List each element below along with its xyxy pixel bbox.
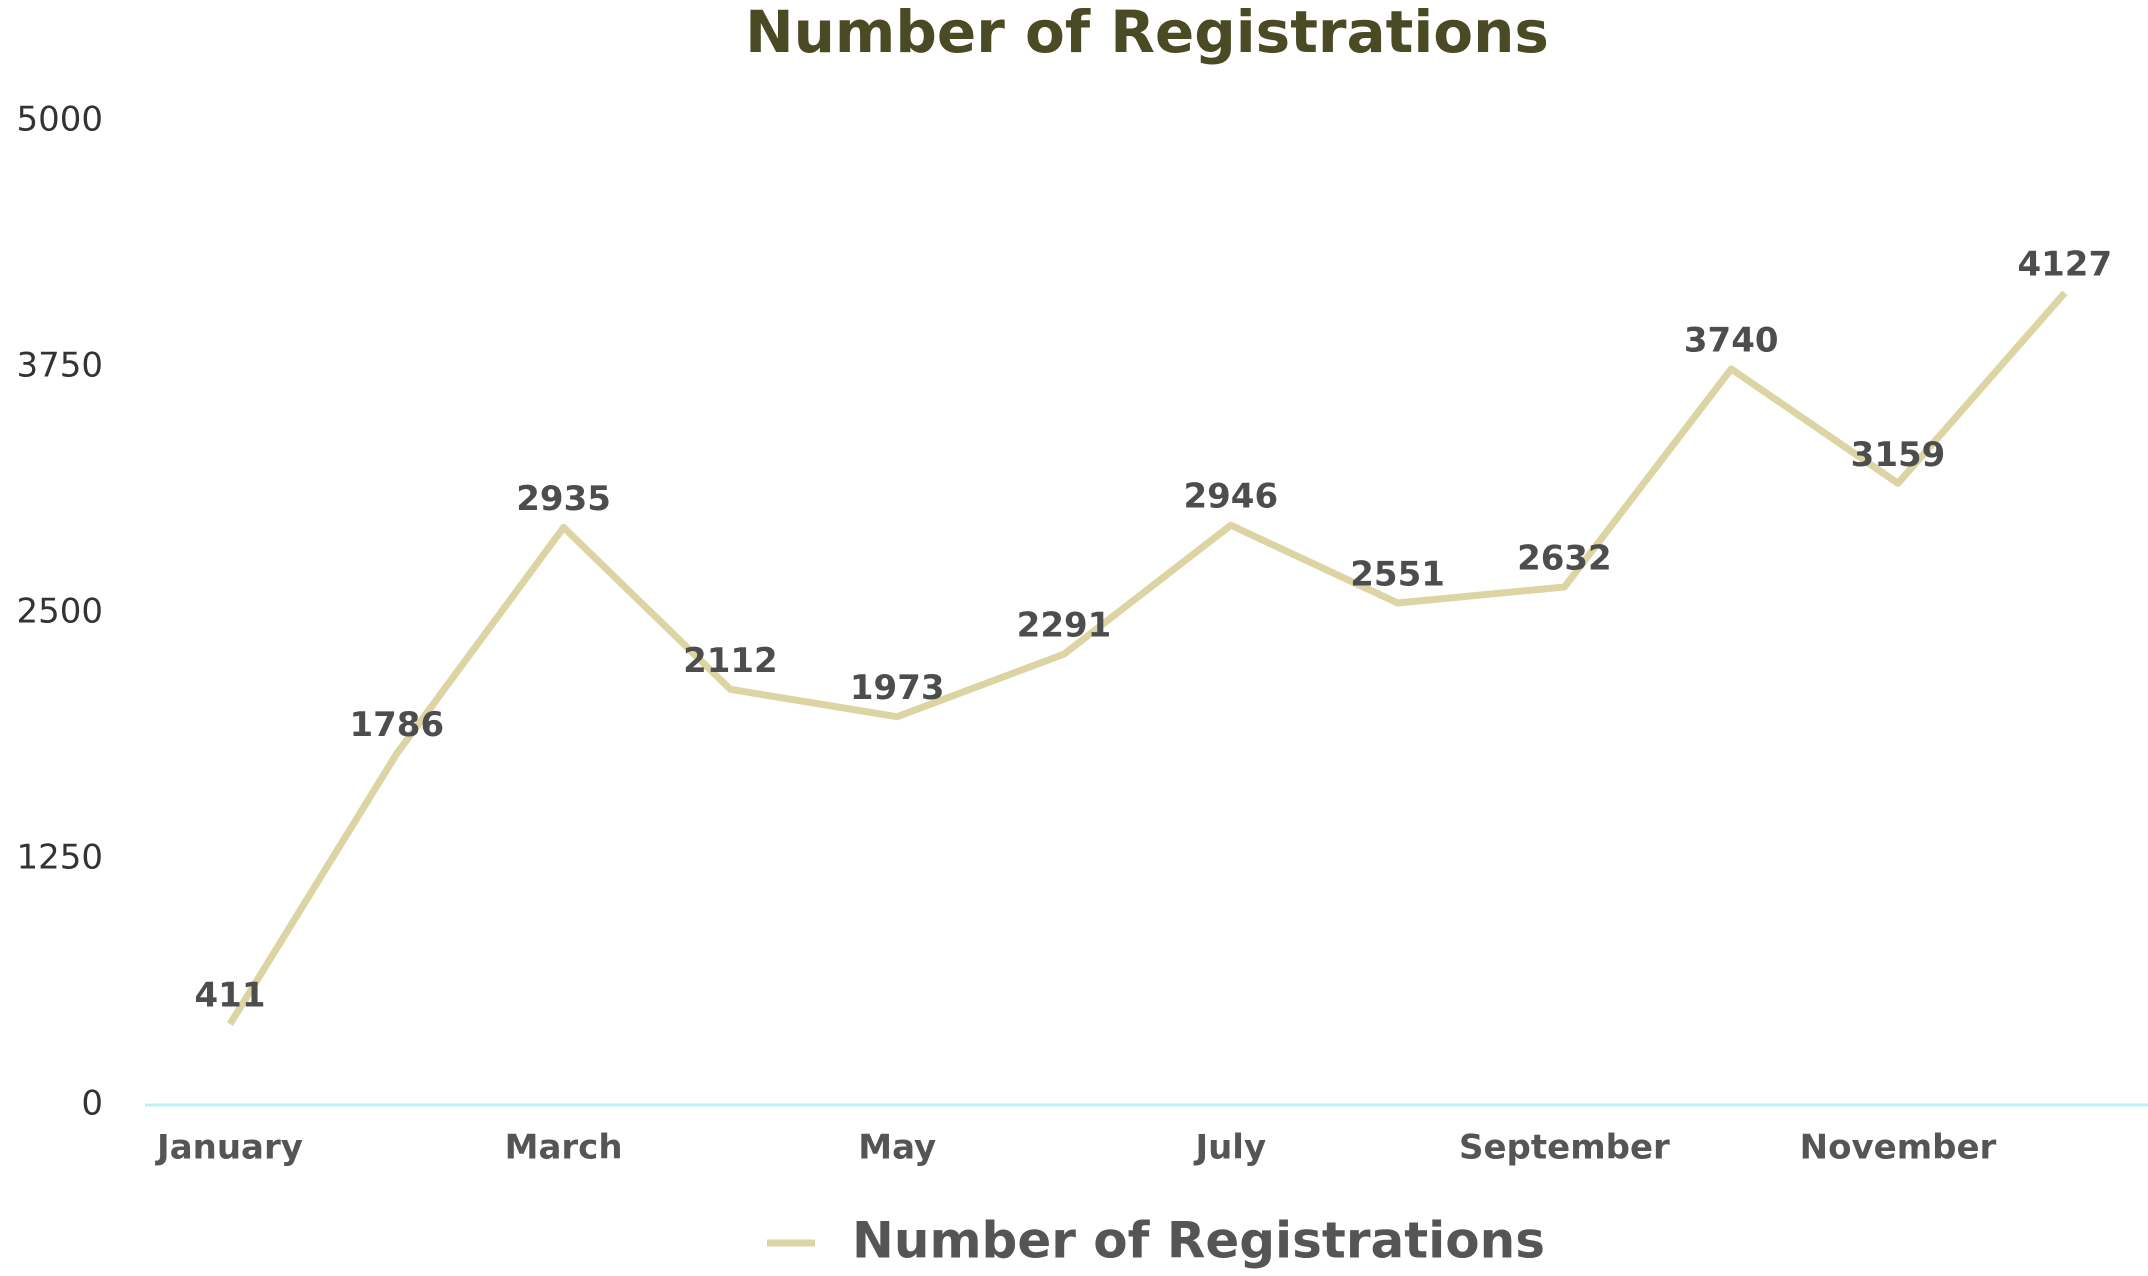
data-label: 1786: [349, 705, 444, 745]
y-tick-label: 2500: [16, 592, 103, 632]
x-tick-label: November: [1800, 1128, 1997, 1168]
y-tick-label: 5000: [16, 100, 103, 140]
y-tick-label: 1250: [16, 838, 103, 878]
y-tick-label: 0: [81, 1084, 103, 1124]
data-label: 2112: [683, 641, 778, 681]
data-label: 4127: [2017, 244, 2112, 284]
line: [227, 290, 2068, 1026]
data-label: 3740: [1684, 320, 1779, 360]
x-tick-label: January: [155, 1128, 303, 1168]
x-tick-label: July: [1193, 1128, 1266, 1168]
x-tick-label: September: [1459, 1128, 1670, 1168]
data-label: 2946: [1183, 477, 1278, 517]
data-label: 1973: [850, 668, 945, 708]
x-tick-label: May: [858, 1128, 936, 1168]
chart-title: Number of Registrations: [745, 0, 1549, 66]
data-label: 411: [195, 976, 266, 1016]
data-label: 2291: [1017, 606, 1112, 646]
data-label: 3159: [1851, 435, 1946, 475]
data-label: 2935: [516, 479, 611, 519]
x-tick-label: March: [505, 1128, 623, 1168]
data-label: 2551: [1350, 554, 1445, 594]
y-tick-label: 3750: [16, 346, 103, 386]
data-label: 2632: [1517, 539, 1612, 579]
legend-label: Number of Registrations: [852, 1212, 1545, 1270]
